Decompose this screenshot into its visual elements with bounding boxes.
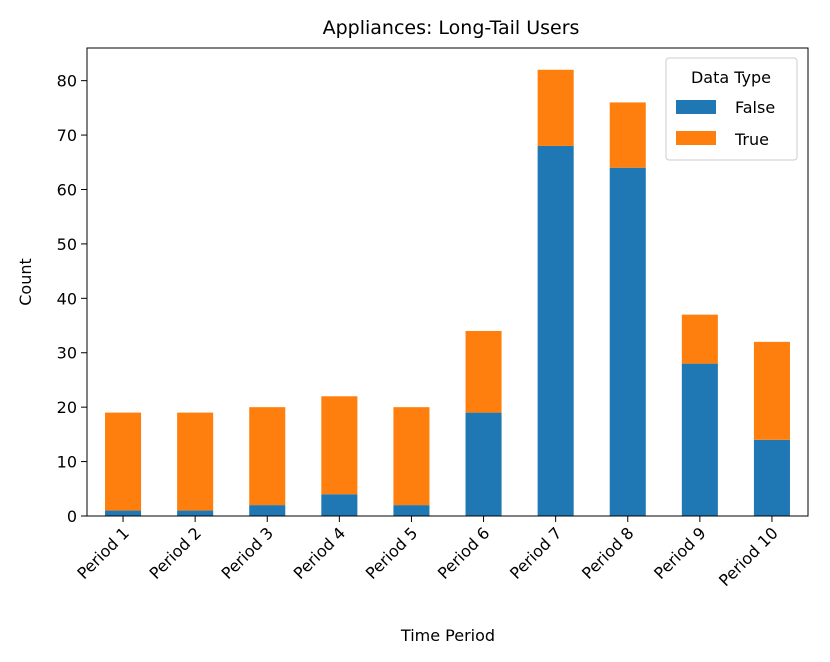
y-tick-label: 60 bbox=[57, 180, 77, 199]
bar-false-4 bbox=[321, 494, 358, 516]
chart-title: Appliances: Long-Tail Users bbox=[323, 17, 580, 39]
x-tick-label: Period 8 bbox=[578, 523, 638, 583]
y-axis-label: Count bbox=[16, 258, 35, 306]
bar-false-7 bbox=[537, 145, 574, 516]
x-tick-label: Period 1 bbox=[73, 523, 133, 583]
bar-true-9 bbox=[681, 314, 718, 364]
bar-true-10 bbox=[753, 341, 790, 440]
x-axis-label: Time Period bbox=[400, 626, 495, 645]
x-axis: Period 1 Period 2 Period 3 Period 4 Period 5… bbox=[73, 516, 782, 590]
bar-false-6 bbox=[465, 412, 502, 516]
legend-label-false: False bbox=[735, 98, 775, 117]
y-tick-label: 10 bbox=[57, 453, 77, 472]
legend-swatch-false bbox=[676, 100, 716, 114]
x-tick-label: Period 10 bbox=[715, 523, 782, 590]
bar-true-1 bbox=[105, 412, 142, 511]
y-tick-label: 80 bbox=[57, 72, 77, 91]
y-tick-label: 50 bbox=[57, 235, 77, 254]
bar-true-4 bbox=[321, 396, 358, 495]
bar-true-8 bbox=[609, 102, 646, 168]
y-tick-label: 30 bbox=[57, 344, 77, 363]
x-tick-label: Period 7 bbox=[506, 523, 566, 583]
bar-false-1 bbox=[105, 510, 142, 516]
legend-swatch-true bbox=[676, 131, 716, 145]
x-tick-label: Period 4 bbox=[290, 523, 350, 583]
bar-true-2 bbox=[177, 412, 214, 511]
y-tick-label: 70 bbox=[57, 126, 77, 145]
bar-true-7 bbox=[537, 69, 574, 146]
plot-frame bbox=[86, 47, 809, 517]
bar-false-2 bbox=[177, 510, 214, 516]
x-tick-label: Period 3 bbox=[218, 523, 278, 583]
bar-true-5 bbox=[393, 407, 430, 506]
y-axis: 0 10 20 30 40 50 60 70 80 bbox=[57, 72, 87, 526]
bar-true-3 bbox=[249, 407, 286, 506]
x-tick-label: Period 9 bbox=[650, 523, 710, 583]
bar-false-10 bbox=[753, 439, 790, 516]
x-tick-label: Period 5 bbox=[362, 523, 422, 583]
bars bbox=[105, 69, 790, 516]
bar-true-6 bbox=[465, 330, 502, 413]
y-tick-label: 40 bbox=[57, 289, 77, 308]
bar-false-3 bbox=[249, 505, 286, 516]
x-tick-label: Period 2 bbox=[145, 523, 205, 583]
x-tick-label: Period 6 bbox=[434, 523, 494, 583]
bar-false-8 bbox=[609, 167, 646, 516]
bar-false-5 bbox=[393, 505, 430, 516]
y-tick-label: 0 bbox=[67, 507, 77, 526]
y-tick-label: 20 bbox=[57, 398, 77, 417]
bar-false-9 bbox=[681, 363, 718, 516]
legend-label-true: True bbox=[734, 130, 769, 149]
legend-title: Data Type bbox=[691, 68, 771, 87]
legend: Data Type False True bbox=[665, 57, 798, 161]
